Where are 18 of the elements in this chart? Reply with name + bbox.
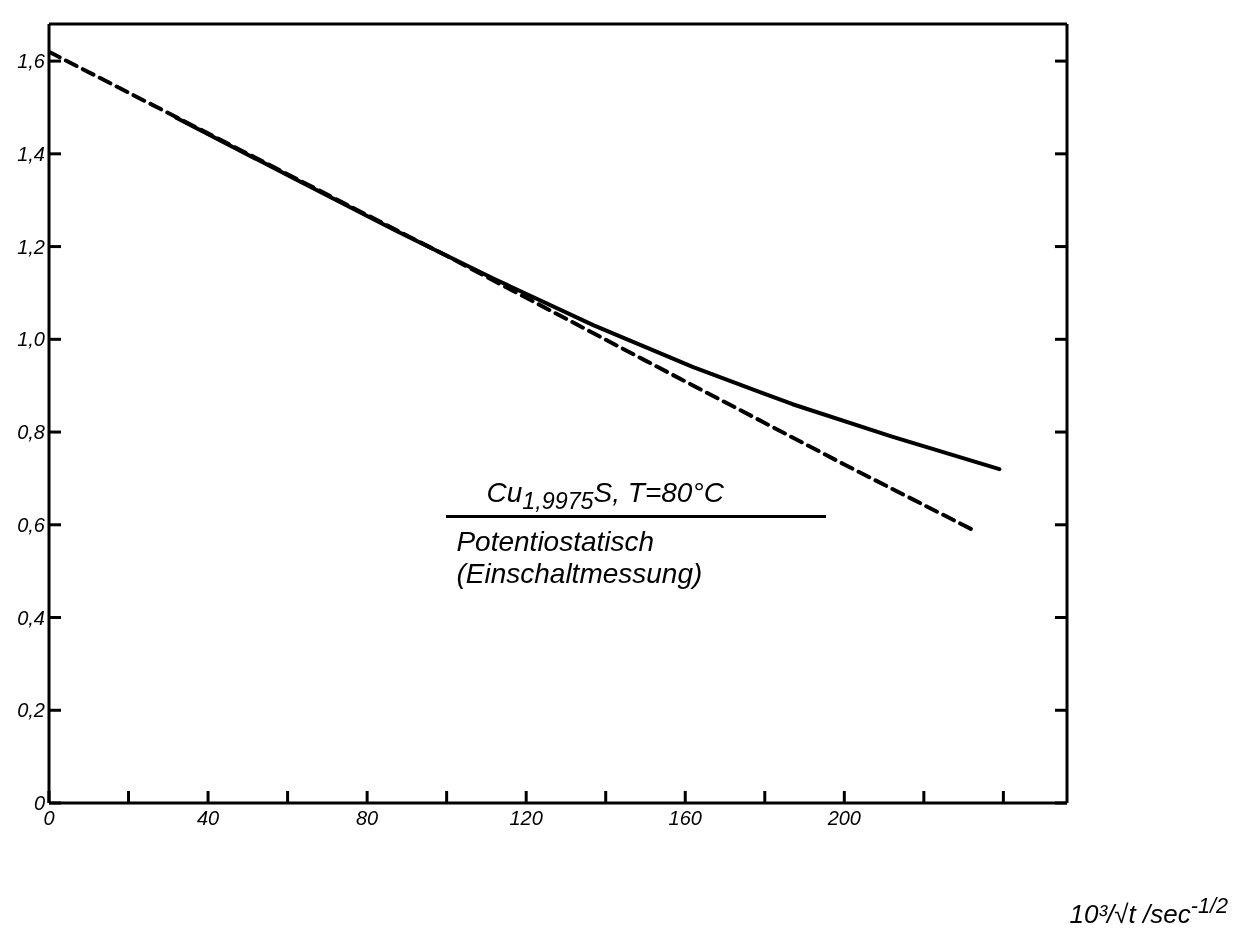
x-tick-label: 160 — [668, 807, 702, 830]
annotation: Cu$_{1,9975}$S, T=80°C — [446, 476, 827, 518]
y-tick-label: 1,4 — [17, 142, 45, 165]
y-tick-label: 0,2 — [17, 699, 45, 722]
x-tick-label: 40 — [196, 807, 220, 830]
x-tick-label: 200 — [826, 807, 861, 830]
x-tick-label: 120 — [509, 807, 543, 830]
y-tick-label: 1,2 — [17, 235, 45, 258]
y-tick-label: 1,6 — [17, 50, 46, 73]
y-tick-label: 0,4 — [17, 606, 45, 629]
y-tick-label: 1,0 — [17, 328, 45, 351]
x-axis-title: 10³/√t /sec$^{-1/2}$ — [1069, 893, 1228, 930]
x-tick-label: 80 — [356, 807, 379, 830]
y-tick-label: 0,8 — [17, 421, 45, 444]
annotation: (Einschaltmessung) — [455, 557, 704, 590]
annotation: Potentiostatisch — [455, 525, 656, 558]
y-tick-label: 0,6 — [17, 513, 46, 536]
y-tick-label: 0 — [33, 792, 45, 815]
